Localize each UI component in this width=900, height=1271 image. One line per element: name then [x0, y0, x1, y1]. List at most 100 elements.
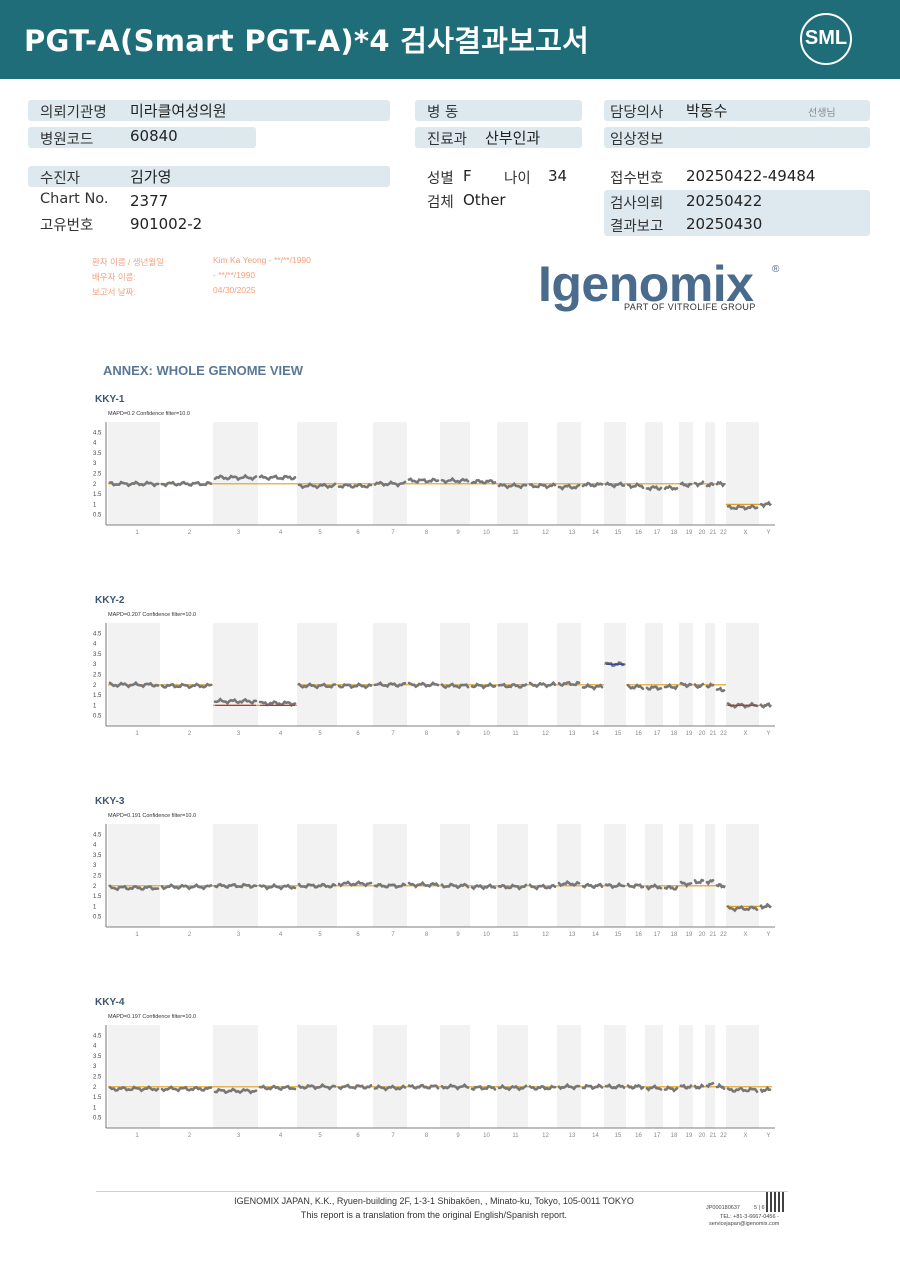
x-tick-label: 5	[318, 530, 322, 536]
copy-number-series	[213, 1087, 258, 1095]
copy-number-series	[407, 477, 440, 484]
copy-number-series	[407, 1083, 440, 1090]
copy-number-series	[715, 686, 726, 693]
chromosome-band	[440, 1025, 470, 1128]
receipt-label: 접수번호	[610, 171, 664, 187]
sub-info-label: 배우자 이름:	[92, 272, 136, 282]
x-tick-label: 13	[569, 530, 576, 536]
qr-code-icon	[766, 1192, 786, 1212]
sub-info-label: 환자 이름 / 생년월일	[92, 257, 165, 267]
copy-number-series	[679, 1083, 693, 1090]
copy-number-series	[258, 882, 297, 891]
clinical-label: 임상정보	[610, 132, 664, 148]
info-bar	[604, 127, 870, 148]
x-tick-label: 18	[671, 932, 678, 938]
copy-number-series	[297, 482, 337, 490]
x-tick-label: 3	[237, 530, 241, 536]
chart-title: KKY-4	[95, 997, 125, 1008]
copy-number-series	[581, 481, 604, 488]
copy-number-series	[557, 880, 581, 888]
chromosome-band	[497, 623, 528, 726]
copy-number-series	[705, 878, 715, 886]
sub-info-value: Kim Ka Yeong - **/**/1990	[213, 255, 311, 265]
x-tick-label: 6	[356, 932, 360, 938]
x-tick-label: 7	[391, 1133, 395, 1139]
copy-number-series	[759, 1085, 772, 1094]
x-tick-label: 19	[686, 1133, 693, 1139]
x-tick-label: 15	[615, 731, 622, 737]
x-tick-label: 20	[699, 530, 706, 536]
x-tick-label: 18	[671, 1133, 678, 1139]
x-tick-label: 21	[710, 731, 717, 737]
y-tick-label: 3	[93, 863, 97, 869]
chromosome-band	[645, 1025, 663, 1128]
copy-number-series	[663, 884, 679, 891]
x-tick-label: 16	[635, 530, 642, 536]
copy-number-series	[715, 1082, 726, 1091]
x-tick-label: 5	[318, 731, 322, 737]
copy-number-series	[679, 880, 693, 888]
copy-number-series	[679, 681, 693, 689]
ward-label: 병 동	[427, 105, 459, 121]
chromosome-band	[213, 623, 258, 726]
copy-number-series	[726, 504, 759, 511]
sub-info-label: 보고서 날짜:	[92, 287, 136, 297]
receipt-value: 20250422-49484	[686, 167, 816, 185]
copy-number-series	[705, 682, 715, 689]
copy-number-series	[337, 1083, 373, 1091]
copy-number-series	[337, 682, 373, 690]
chart-subtitle: MAPD=0.2 Confidence filter=10.0	[108, 411, 190, 417]
copy-number-series	[645, 1084, 663, 1092]
genome-charts: KKY-1 MAPD=0.2 Confidence filter=10.0 0.5 1…	[93, 394, 775, 1139]
copy-number-series	[373, 681, 407, 689]
copy-number-series	[557, 680, 581, 688]
chart-subtitle: MAPD=0.197 Confidence filter=10.0	[108, 1014, 196, 1020]
hospital-code-value: 60840	[130, 127, 178, 145]
chromosome-band	[726, 623, 759, 726]
x-tick-label: 11	[512, 932, 519, 938]
y-tick-label: 0.5	[93, 513, 102, 519]
x-tick-label: 12	[542, 731, 549, 737]
copy-number-series	[373, 882, 407, 889]
x-tick-label: 2	[188, 731, 192, 737]
footer-email: servicejapan@igenomix.com	[709, 1221, 780, 1227]
copy-number-series	[626, 882, 645, 889]
chromosome-band	[557, 623, 581, 726]
copy-number-series	[108, 1085, 160, 1093]
sml-logo-icon	[800, 13, 852, 65]
x-tick-label: 16	[635, 1133, 642, 1139]
x-tick-label: 6	[356, 530, 360, 536]
x-tick-label: 12	[542, 932, 549, 938]
footer-divider	[96, 1191, 788, 1192]
x-tick-label: 18	[671, 530, 678, 536]
chromosome-band	[297, 422, 337, 525]
copy-number-series	[581, 682, 604, 691]
x-tick-label: 20	[699, 731, 706, 737]
info-bar	[28, 127, 256, 148]
x-tick-label: 7	[391, 731, 395, 737]
copy-number-series	[440, 1082, 470, 1091]
x-tick-label: 14	[592, 530, 599, 536]
x-tick-label: X	[743, 731, 747, 737]
x-tick-label: 1	[135, 1133, 139, 1139]
x-tick-label: 1	[135, 932, 139, 938]
copy-number-series	[693, 480, 705, 488]
footer-code: JP000180637	[706, 1205, 740, 1211]
annex-title: ANNEX: WHOLE GENOME VIEW	[103, 363, 304, 378]
y-tick-label: 2.5	[93, 1075, 102, 1081]
copy-number-series	[663, 484, 679, 492]
chromosome-band	[108, 1025, 160, 1128]
x-tick-label: 10	[483, 530, 490, 536]
report-value: 20250430	[686, 215, 763, 233]
y-tick-label: 2	[93, 683, 97, 689]
x-tick-label: 1	[135, 530, 139, 536]
chromosome-band	[726, 824, 759, 927]
request-label: 검사의뢰	[610, 196, 664, 212]
x-tick-label: 13	[569, 1133, 576, 1139]
sex-value: F	[463, 167, 472, 185]
x-tick-label: 9	[456, 932, 460, 938]
y-tick-label: 0.5	[93, 915, 102, 921]
chromosome-band	[440, 623, 470, 726]
dept-label: 진료과	[427, 132, 468, 148]
copy-number-series	[528, 482, 557, 490]
